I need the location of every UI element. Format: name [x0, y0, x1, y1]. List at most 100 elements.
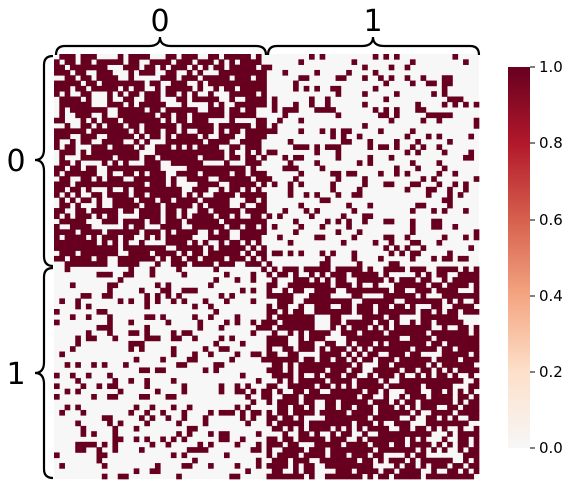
heatmap-cell — [96, 192, 103, 198]
heatmap-cell — [139, 133, 145, 140]
heatmap-cell — [85, 255, 92, 262]
heatmap-cell — [457, 447, 464, 453]
heatmap-cell — [255, 324, 262, 331]
heatmap-cell — [91, 250, 97, 257]
heatmap-cell — [218, 186, 225, 193]
heatmap-cell — [447, 404, 453, 411]
heatmap-cell — [404, 234, 411, 241]
heatmap-cell — [367, 298, 374, 305]
heatmap-cell — [378, 309, 384, 315]
heatmap-cell — [255, 234, 262, 241]
heatmap-cell — [234, 383, 241, 390]
heatmap-cell — [160, 64, 166, 71]
heatmap-cell — [229, 59, 235, 65]
heatmap-cell — [208, 59, 214, 65]
heatmap-cell — [261, 266, 267, 273]
heatmap-cell — [218, 431, 225, 437]
heatmap-cell — [362, 468, 368, 475]
heatmap-cell — [378, 457, 384, 464]
heatmap-cell — [64, 245, 71, 251]
heatmap-cell — [261, 69, 267, 76]
heatmap-cell — [314, 441, 320, 448]
heatmap-cell — [149, 117, 156, 124]
heatmap-cell — [372, 468, 379, 475]
heatmap-cell — [399, 309, 405, 315]
heatmap-cell — [112, 213, 119, 220]
heatmap-cell — [420, 282, 427, 289]
heatmap-cell — [69, 75, 76, 81]
heatmap-cell — [303, 85, 310, 92]
heatmap-cell — [473, 335, 480, 342]
heatmap-cell — [362, 330, 368, 336]
heatmap-cell — [261, 75, 267, 81]
heatmap-cell — [64, 229, 71, 235]
heatmap-cell — [91, 245, 97, 251]
heatmap-cell — [64, 218, 71, 225]
heatmap-cell — [133, 255, 140, 262]
heatmap-cell — [303, 436, 310, 443]
heatmap-cell — [213, 202, 220, 209]
heatmap-cell — [394, 324, 400, 331]
heatmap-cell — [431, 468, 437, 475]
heatmap-cell — [224, 213, 230, 220]
heatmap-cell — [394, 293, 400, 299]
heatmap-cell — [388, 218, 395, 225]
heatmap-cell — [96, 261, 103, 267]
heatmap-cell — [112, 181, 119, 188]
heatmap-cell — [69, 239, 76, 246]
heatmap-cell — [362, 303, 368, 310]
heatmap-cell — [123, 255, 129, 262]
heatmap-cell — [314, 69, 320, 76]
heatmap-cell — [154, 80, 161, 87]
heatmap-cell — [250, 229, 257, 235]
heatmap-cell — [154, 165, 161, 172]
heatmap-cell — [425, 80, 432, 87]
colorbar-tick-label-2: 0.4 — [539, 287, 563, 305]
heatmap-cell — [468, 367, 475, 374]
heatmap-cell — [431, 208, 437, 214]
heatmap-cell — [431, 394, 437, 400]
heatmap-cell — [314, 208, 320, 214]
heatmap-cell — [266, 367, 273, 374]
heatmap-cell — [107, 250, 113, 257]
heatmap-cell — [128, 330, 135, 336]
heatmap-cell — [383, 96, 390, 103]
heatmap-cell — [91, 441, 97, 448]
heatmap-cell — [425, 399, 432, 405]
heatmap-cell — [399, 293, 405, 299]
heatmap-cell — [463, 186, 469, 193]
heatmap-cell — [346, 383, 352, 390]
heatmap-cell — [388, 431, 395, 437]
heatmap-cell — [170, 378, 177, 384]
heatmap-cell — [170, 160, 177, 166]
top-brace-1 — [266, 36, 481, 56]
heatmap-cell — [229, 245, 235, 251]
heatmap-cell — [441, 351, 448, 358]
heatmap-cell — [117, 139, 124, 145]
heatmap-cell — [144, 117, 150, 124]
heatmap-cell — [234, 388, 241, 395]
heatmap-cell — [154, 468, 161, 475]
heatmap-cell — [298, 154, 305, 161]
heatmap-cell — [457, 277, 464, 283]
heatmap-cell — [340, 394, 347, 400]
heatmap-cell — [362, 415, 368, 421]
heatmap-cell — [378, 112, 384, 119]
colorbar-tick-label-5: 1.0 — [539, 58, 563, 76]
heatmap-cell — [388, 154, 395, 161]
heatmap-cell — [362, 399, 368, 405]
heatmap-cell — [154, 107, 161, 113]
heatmap-cell — [107, 149, 113, 156]
heatmap-cell — [319, 330, 326, 336]
heatmap-cell — [372, 367, 379, 374]
heatmap-cell — [64, 96, 71, 103]
heatmap-cell — [351, 250, 358, 257]
heatmap-cell — [298, 431, 305, 437]
heatmap-cell — [128, 409, 135, 416]
heatmap-cell — [415, 351, 421, 358]
heatmap-cell — [452, 287, 459, 294]
heatmap-cell — [59, 208, 65, 214]
heatmap-cell — [431, 447, 437, 453]
heatmap-cell — [101, 149, 108, 156]
heatmap-cell — [149, 197, 156, 204]
